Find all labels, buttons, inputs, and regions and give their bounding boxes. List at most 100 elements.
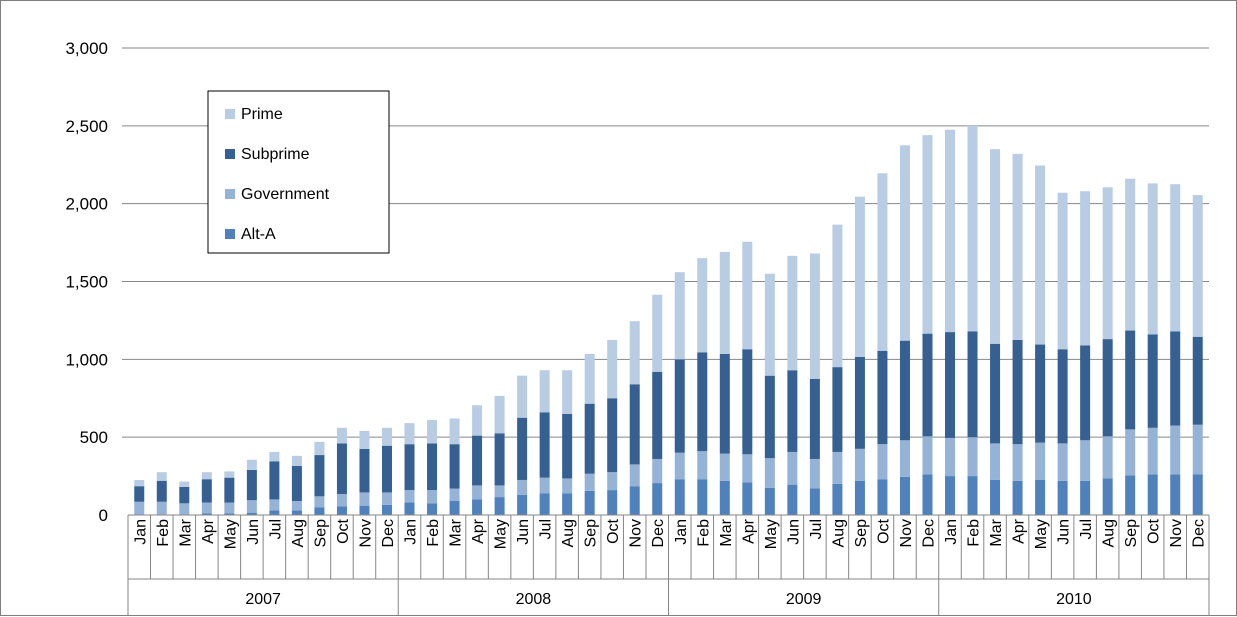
- bar-government: [1170, 425, 1181, 475]
- month-tick-label: Apr: [740, 518, 757, 544]
- bar-subprime: [1192, 336, 1203, 425]
- bar-alt-a: [381, 504, 392, 515]
- bar-government: [562, 478, 573, 494]
- bar-prime: [967, 125, 978, 332]
- bar-alt-a: [291, 510, 302, 515]
- bar-subprime: [517, 417, 528, 480]
- bar-subprime: [1102, 339, 1113, 437]
- bar-prime: [742, 241, 753, 350]
- y-tick-label: 2,000: [65, 195, 108, 214]
- bar-alt-a: [1057, 480, 1068, 515]
- bar-government: [517, 479, 528, 495]
- bar-government: [291, 500, 302, 511]
- bar-subprime: [1057, 349, 1068, 444]
- month-tick-label: Apr: [200, 518, 217, 544]
- bar-government: [449, 488, 460, 501]
- bar-government: [1080, 440, 1091, 481]
- bar-subprime: [787, 370, 798, 452]
- bar-alt-a: [674, 479, 685, 515]
- month-tick-label: Nov: [898, 519, 915, 547]
- month-tick-label: Jun: [1056, 519, 1073, 545]
- bar-government: [201, 502, 212, 514]
- bar-subprime: [336, 443, 347, 494]
- bar-prime: [1035, 165, 1046, 345]
- bar-government: [854, 448, 865, 481]
- y-tick-label: 1,500: [65, 273, 108, 292]
- bar-government: [584, 473, 595, 491]
- bar-government: [494, 485, 505, 498]
- month-tick-label: Aug: [1101, 519, 1118, 547]
- month-tick-label: Jun: [515, 519, 532, 545]
- bar-subprime: [854, 356, 865, 449]
- bar-government: [1057, 443, 1068, 481]
- bar-alt-a: [1125, 475, 1136, 515]
- bar-prime: [517, 375, 528, 418]
- bar-prime: [674, 272, 685, 360]
- bar-alt-a: [854, 480, 865, 515]
- bar-subprime: [449, 444, 460, 489]
- bar-prime: [381, 427, 392, 446]
- bar-prime: [359, 430, 370, 449]
- bar-government: [179, 503, 190, 515]
- bar-prime: [246, 459, 257, 470]
- month-tick-label: Mar: [718, 518, 735, 546]
- bar-government: [674, 452, 685, 480]
- bar-prime: [404, 423, 415, 445]
- month-tick-label: Nov: [357, 519, 374, 547]
- bar-subprime: [201, 479, 212, 503]
- bar-prime: [899, 145, 910, 341]
- legend-swatch: [225, 149, 235, 159]
- month-tick-label: Aug: [560, 519, 577, 547]
- bar-government: [269, 499, 280, 511]
- bar-government: [1125, 429, 1136, 476]
- bar-alt-a: [494, 497, 505, 515]
- bar-government: [764, 458, 775, 488]
- bar-subprime: [945, 332, 956, 438]
- month-tick-label: Oct: [875, 518, 892, 543]
- bar-subprime: [1080, 345, 1091, 441]
- bar-prime: [1192, 195, 1203, 337]
- bar-prime: [787, 255, 798, 371]
- bar-alt-a: [652, 483, 663, 515]
- month-tick-label: Mar: [448, 518, 465, 546]
- bar-government: [1102, 436, 1113, 479]
- bar-subprime: [381, 445, 392, 493]
- bar-alt-a: [404, 502, 415, 515]
- bar-alt-a: [562, 493, 573, 515]
- bar-government: [697, 451, 708, 480]
- bar-alt-a: [742, 482, 753, 515]
- bar-government: [719, 453, 730, 481]
- bar-alt-a: [1170, 474, 1181, 515]
- year-tick-label: 2010: [1056, 591, 1092, 608]
- legend-swatch: [225, 189, 235, 199]
- bar-subprime: [1012, 339, 1023, 445]
- bar-alt-a: [967, 476, 978, 515]
- month-tick-label: Jul: [538, 519, 555, 539]
- legend-swatch: [225, 229, 235, 239]
- month-tick-label: Aug: [830, 519, 847, 547]
- bar-alt-a: [427, 503, 438, 515]
- bar-subprime: [1035, 344, 1046, 443]
- bar-alt-a: [719, 480, 730, 515]
- bar-subprime: [404, 444, 415, 491]
- bar-alt-a: [787, 484, 798, 515]
- bar-alt-a: [832, 483, 843, 515]
- bar-prime: [1125, 178, 1136, 331]
- bar-subprime: [607, 398, 618, 473]
- bar-prime: [134, 479, 145, 487]
- bar-government: [359, 492, 370, 506]
- bar-alt-a: [629, 486, 640, 515]
- bar-alt-a: [449, 500, 460, 515]
- month-tick-label: May: [1033, 519, 1050, 549]
- bar-subprime: [224, 477, 235, 503]
- bar-prime: [809, 253, 820, 379]
- bar-government: [607, 472, 618, 491]
- month-tick-label: Feb: [425, 519, 442, 547]
- bar-subprime: [764, 375, 775, 459]
- month-tick-label: Aug: [290, 519, 307, 547]
- month-tick-label: Feb: [155, 519, 172, 547]
- bar-subprime: [291, 465, 302, 501]
- bar-prime: [652, 294, 663, 372]
- bar-alt-a: [1147, 474, 1158, 515]
- bar-prime: [179, 481, 190, 487]
